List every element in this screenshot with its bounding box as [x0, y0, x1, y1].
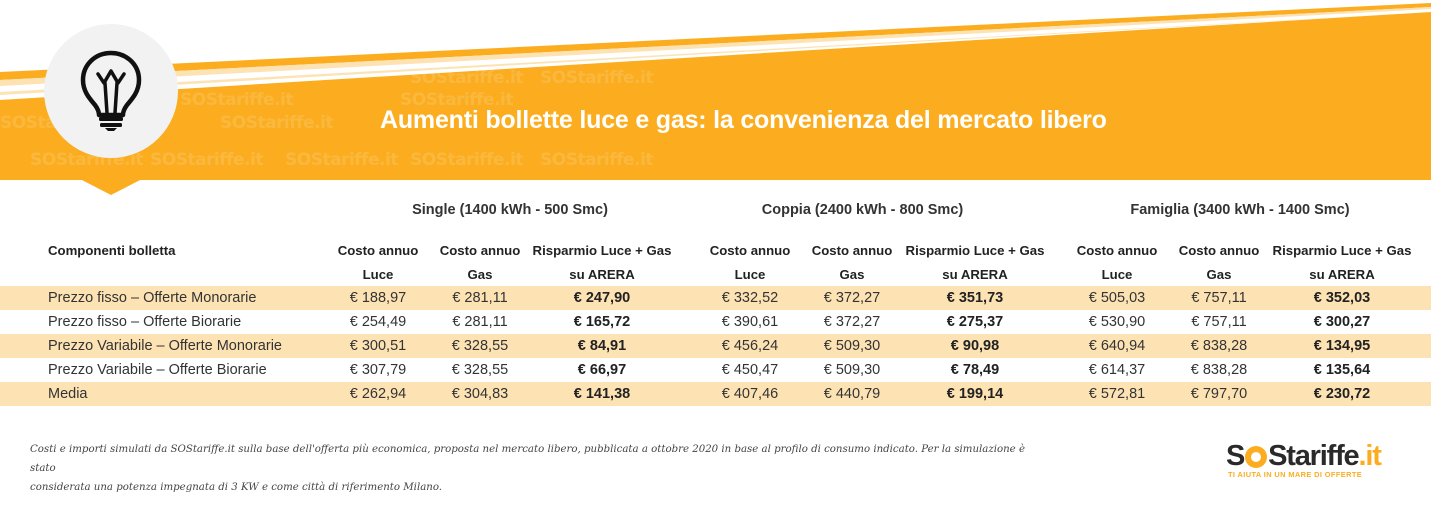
- table-cell: € 332,52: [721, 290, 779, 306]
- table-row: Prezzo Variabile – Offerte Monorarie € 30…: [0, 334, 1431, 358]
- table-row: Prezzo fisso – Offerte Monorarie € 188,97…: [0, 286, 1431, 310]
- table-cell: € 797,70: [1190, 386, 1248, 402]
- watermark-text: SOStariffe.it: [220, 113, 333, 133]
- table-cell: € 757,11: [1191, 290, 1247, 306]
- watermark-text: SOStariffe.it: [410, 150, 523, 170]
- row-label: Prezzo fisso – Offerte Biorarie: [48, 314, 242, 330]
- table-cell: € 614,37: [1088, 362, 1146, 378]
- col-header-risparmio: Risparmio Luce + Gas su ARERA: [1272, 243, 1412, 282]
- table-cell: € 351,73: [946, 290, 1004, 306]
- table-cell: € 254,49: [349, 314, 407, 330]
- table-cell: € 84,91: [577, 338, 627, 354]
- table-cell: € 281,11: [452, 314, 508, 330]
- col-header-luce: Costo annuo Luce: [337, 243, 419, 282]
- table-cell: € 300,27: [1313, 314, 1371, 330]
- col-header-gas: Costo annuo Gas: [439, 243, 521, 282]
- table-cell: € 307,79: [349, 362, 407, 378]
- group-header-single: Single (1400 kWh - 500 Smc): [412, 202, 608, 218]
- watermark-text: SOStariffe.it: [150, 150, 263, 170]
- table-cell: € 135,64: [1313, 362, 1371, 378]
- table-row: Media € 262,94 € 304,83 € 141,38 € 407,46 € 4…: [0, 382, 1431, 406]
- table-cell: € 509,30: [823, 362, 881, 378]
- banner-pointer: [80, 179, 142, 195]
- table-cell: € 509,30: [823, 338, 881, 354]
- table-cell: € 372,27: [823, 290, 881, 306]
- table-cell: € 456,24: [721, 338, 779, 354]
- table-cell: € 838,28: [1190, 338, 1248, 354]
- logo-tagline: TI AIUTA IN UN MARE DI OFFERTE: [1228, 470, 1363, 479]
- sostariffe-logo: S Stariffe.it TI AIUTA IN UN MARE DI OFFE…: [1226, 440, 1401, 481]
- table-row: Prezzo Variabile – Offerte Biorarie € 307…: [0, 358, 1431, 382]
- group-header-famiglia: Famiglia (3400 kWh - 1400 Smc): [1130, 202, 1350, 218]
- table-cell: € 262,94: [349, 386, 407, 402]
- col-header-luce: Costo annuo Luce: [1076, 243, 1158, 282]
- row-label: Prezzo Variabile – Offerte Biorarie: [48, 362, 267, 378]
- table-cell: € 78,49: [950, 362, 1000, 378]
- lightbulb-icon: [80, 50, 142, 131]
- page-title: Aumenti bollette luce e gas: la convenie…: [380, 106, 1107, 134]
- table-cell: € 188,97: [349, 290, 407, 306]
- table-cell: € 352,03: [1313, 290, 1371, 306]
- table-row: Prezzo fisso – Offerte Biorarie € 254,49 €…: [0, 310, 1431, 334]
- col-header-gas: Costo annuo Gas: [811, 243, 893, 282]
- table-cell: € 230,72: [1313, 386, 1371, 402]
- table-cell: € 407,46: [721, 386, 779, 402]
- table-cell: € 372,27: [823, 314, 881, 330]
- table-cell: € 838,28: [1190, 362, 1248, 378]
- table-cell: € 328,55: [451, 362, 509, 378]
- header-banner: [0, 0, 1431, 180]
- table-cell: € 281,11: [452, 290, 508, 306]
- col-header-risparmio: Risparmio Luce + Gas su ARERA: [905, 243, 1045, 282]
- watermark-text: SOStariffe.it: [400, 90, 513, 110]
- table-cell: € 247,90: [573, 290, 631, 306]
- col-header-risparmio: Risparmio Luce + Gas su ARERA: [532, 243, 672, 282]
- table-cell: € 141,38: [573, 386, 631, 402]
- footnote-line: Costi e importi simulati da SOStariffe.i…: [30, 444, 1025, 474]
- watermark-text: SOStariffe.it: [180, 90, 293, 110]
- table-cell: € 450,47: [721, 362, 779, 378]
- group-header-coppia: Coppia (2400 kWh - 800 Smc): [761, 202, 964, 218]
- footnote: Costi e importi simulati da SOStariffe.i…: [30, 440, 1040, 497]
- table-cell: € 199,14: [946, 386, 1004, 402]
- table-cell: € 134,95: [1313, 338, 1371, 354]
- row-label: Prezzo Variabile – Offerte Monorarie: [48, 338, 282, 354]
- watermark-text: SOStariffe.it: [285, 150, 398, 170]
- row-label: Media: [48, 386, 88, 402]
- table-cell: € 757,11: [1191, 314, 1247, 330]
- row-label: Prezzo fisso – Offerte Monorarie: [48, 290, 257, 306]
- table-cell: € 90,98: [950, 338, 1000, 354]
- row-header-label: Componenti bolletta: [48, 243, 176, 258]
- table-cell: € 530,90: [1088, 314, 1146, 330]
- col-header-gas: Costo annuo Gas: [1178, 243, 1260, 282]
- table-cell: € 328,55: [451, 338, 509, 354]
- table-cell: € 572,81: [1088, 386, 1146, 402]
- table-cell: € 440,79: [823, 386, 881, 402]
- table-cell: € 275,37: [946, 314, 1004, 330]
- logo-wordmark: S Stariffe.it: [1226, 440, 1382, 472]
- table-cell: € 640,94: [1088, 338, 1146, 354]
- banner-background: [0, 3, 1431, 180]
- table-cell: € 66,97: [577, 362, 627, 378]
- table-cell: € 390,61: [721, 314, 779, 330]
- col-header-luce: Costo annuo Luce: [709, 243, 791, 282]
- footnote-line: considerata una potenza impegnata di 3 K…: [30, 482, 443, 493]
- watermark-text: SOStariffe.it: [410, 68, 523, 88]
- watermark-text: SOStariffe.it: [540, 68, 653, 88]
- table-cell: € 505,03: [1088, 290, 1146, 306]
- table-cell: € 304,83: [451, 386, 509, 402]
- table-cell: € 165,72: [573, 314, 631, 330]
- watermark-text: SOStariffe.it: [540, 150, 653, 170]
- logo-lifebuoy-icon: [1245, 446, 1268, 468]
- bulb-badge: [44, 24, 178, 158]
- table-cell: € 300,51: [349, 338, 407, 354]
